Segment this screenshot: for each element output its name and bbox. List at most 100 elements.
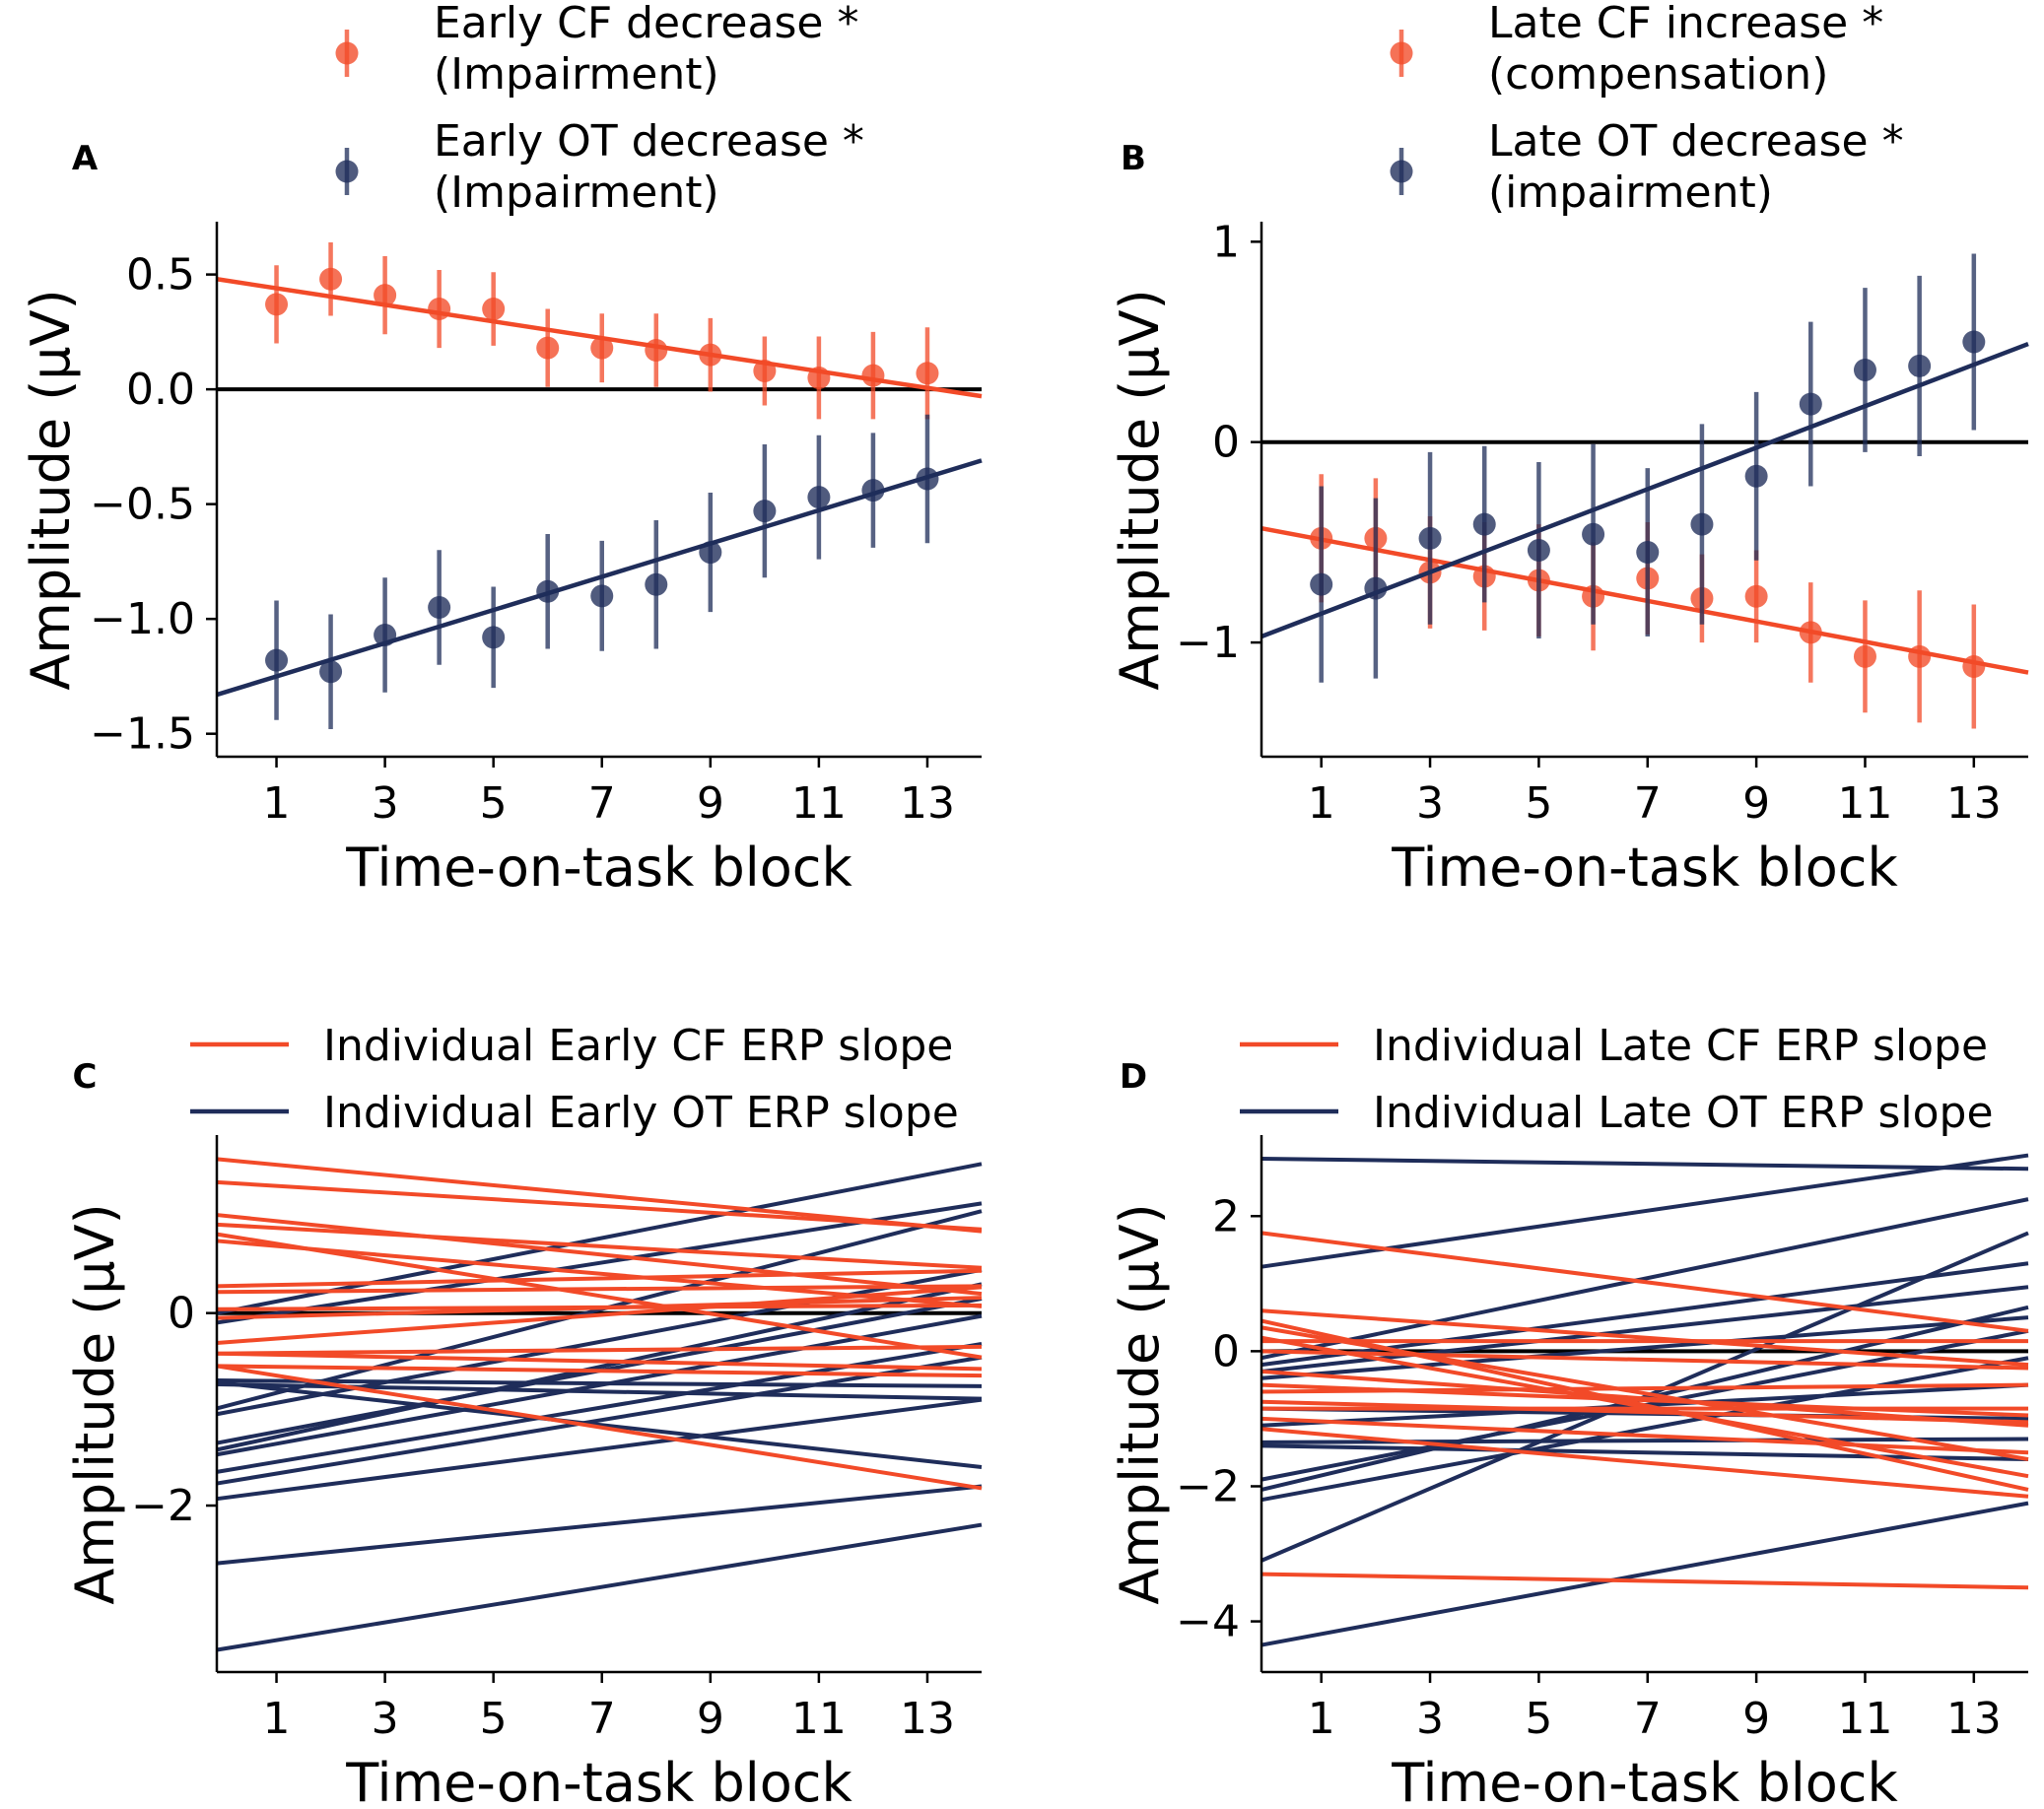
panel-d-slope-line	[1260, 1356, 2029, 1503]
panel-a-y-tick-label: 0.0	[126, 365, 195, 415]
panel-c-slope-line	[216, 1268, 983, 1289]
panel-c-slope-line	[216, 1296, 983, 1320]
panel-c-x-tick-label: 5	[480, 1694, 508, 1744]
panel-c-y-tick-label: −2	[131, 1481, 195, 1531]
panel-c-slope-line	[216, 1355, 983, 1486]
panel-b-legend-sublabel: (compensation)	[1488, 49, 1828, 100]
panel-b-y-tick-label: 1	[1212, 217, 1240, 267]
panel-a-legend-sublabel: (Impairment)	[434, 49, 719, 100]
panel-c-slope-line	[216, 1285, 983, 1345]
panel-c-slope-line	[216, 1232, 983, 1360]
panel-b-x-tick-label: 1	[1308, 778, 1335, 829]
panel-a-legend-marker	[335, 41, 359, 65]
panel-b-x-tick-label: 11	[1837, 778, 1892, 829]
panel-a-x-axis-label: Time-on-task block	[345, 837, 852, 899]
panel-c-y-tick-label: 0	[168, 1289, 195, 1339]
panel-b-x-tick-label: 3	[1416, 778, 1444, 829]
panel-c-x-tick-label: 3	[372, 1694, 399, 1744]
panel-b-series-ot	[1260, 253, 2029, 683]
panel-b-x-axis-label: Time-on-task block	[1391, 837, 1898, 899]
panel-d-slope-line	[1260, 1399, 2029, 1425]
panel-b-data-point	[1636, 541, 1660, 565]
panel-c-slope-line	[216, 1157, 983, 1234]
panel-a-y-tick-label: −1.0	[90, 594, 195, 644]
panel-a-fit-line	[216, 458, 983, 698]
panel-d-slope-line	[1260, 1572, 2029, 1590]
panel-b-data-point	[1962, 654, 1986, 678]
panel-a-y-tick-label: 0.5	[126, 250, 195, 301]
panel-b-data-point	[1908, 644, 1932, 668]
panel-d-x-tick-label: 5	[1525, 1694, 1552, 1744]
panel-a-data-point	[916, 362, 939, 385]
panel-d-slope-line	[1260, 1285, 2029, 1374]
panel-b-data-point	[1853, 358, 1876, 381]
panel-a-data-point	[645, 572, 668, 596]
panel-a: Early CF decrease *(Impairment)Early OT …	[20, 0, 983, 899]
panel-a-legend-sublabel: (Impairment)	[434, 168, 719, 218]
panel-c-y-axis-label: Amplitude (μV)	[64, 1203, 126, 1604]
panel-a-legend-marker	[335, 160, 359, 183]
panel-c-slope-line	[216, 1522, 983, 1652]
panel-c-legend-label: Individual Early OT ERP slope	[323, 1088, 959, 1138]
panel-c-slope-line	[216, 1351, 983, 1372]
panel-c-x-tick-label: 7	[588, 1694, 616, 1744]
panel-b-legend-label: Late OT decrease *	[1488, 116, 1904, 167]
panel-a-data-point	[319, 267, 343, 291]
panel-d-slope-line	[1260, 1443, 2029, 1462]
panel-d-y-tick-label: −2	[1176, 1461, 1240, 1511]
panel-a-data-point	[916, 467, 939, 491]
panel-a-x-tick-label: 3	[372, 778, 399, 829]
panel-a-x-tick-label: 5	[480, 778, 508, 829]
panel-d-slope-line	[1260, 1153, 2029, 1269]
panel-d-slope-line	[1260, 1156, 2029, 1172]
panel-d-x-tick-label: 9	[1742, 1694, 1770, 1744]
panel-c-slope-line	[216, 1397, 983, 1502]
panel-b-x-tick-label: 9	[1742, 778, 1770, 829]
panel-b-data-point	[1962, 330, 1986, 354]
panel-a-x-tick-label: 1	[263, 778, 291, 829]
panel-a-x-tick-label: 7	[588, 778, 616, 829]
panel-a-x-tick-label: 13	[900, 778, 955, 829]
panel-a-data-point	[590, 336, 614, 360]
panel-b-y-axis-label: Amplitude (μV)	[1109, 289, 1171, 690]
panel-a-data-point	[428, 596, 451, 620]
panel-b-data-point	[1853, 644, 1876, 668]
panel-b-legend-label: Late CF increase *	[1488, 0, 1883, 48]
panel-b-y-tick-label: 0	[1212, 418, 1240, 468]
panel-b-data-point	[1418, 526, 1442, 550]
panel-c-slope-line	[216, 1284, 983, 1295]
panel-b-x-tick-label: 5	[1525, 778, 1552, 829]
panel-a-data-point	[699, 541, 722, 565]
panel-a-data-point	[753, 359, 777, 382]
panel-a-data-point	[807, 486, 831, 509]
panel-b-letter: B	[1121, 139, 1146, 178]
panel-a-data-point	[753, 500, 777, 523]
panel-a-y-tick-label: −0.5	[90, 480, 195, 530]
panel-d-slope-line	[1260, 1382, 2029, 1394]
panel-c-x-axis-label: Time-on-task block	[345, 1752, 852, 1809]
panel-a-legend-label: Early CF decrease *	[434, 0, 858, 48]
panel-a-data-point	[319, 660, 343, 684]
panel-a-y-tick-label: −1.5	[90, 709, 195, 760]
panel-b-legend-sublabel: (impairment)	[1488, 168, 1773, 218]
panel-c-slope-line	[216, 1222, 983, 1270]
panel-d-legend-label: Individual Late CF ERP slope	[1373, 1021, 1988, 1071]
panel-b-legend-marker	[1390, 160, 1413, 183]
panel-a-data-point	[590, 584, 614, 608]
panel-a-data-point	[482, 298, 506, 321]
panel-b-fit-line	[1260, 341, 2029, 639]
panel-b-x-tick-label: 7	[1634, 778, 1662, 829]
panel-c: Individual Early CF ERP slope Individual …	[64, 1021, 983, 1809]
panel-c-x-tick-label: 9	[697, 1694, 724, 1744]
panel-d-slope-line	[1260, 1231, 2029, 1333]
panel-c-x-tick-label: 11	[791, 1694, 847, 1744]
panel-b-y-tick-label: −1	[1176, 618, 1240, 668]
panel-c-series-cf	[216, 1157, 983, 1491]
panel-b-data-point	[1744, 464, 1768, 488]
panel-d-x-tick-label: 13	[1946, 1694, 2002, 1744]
panel-d-series-cf	[1260, 1231, 2029, 1590]
panel-b-data-point	[1310, 572, 1333, 596]
panel-d-slope-line	[1260, 1325, 2029, 1462]
panel-a-data-point	[536, 336, 560, 360]
